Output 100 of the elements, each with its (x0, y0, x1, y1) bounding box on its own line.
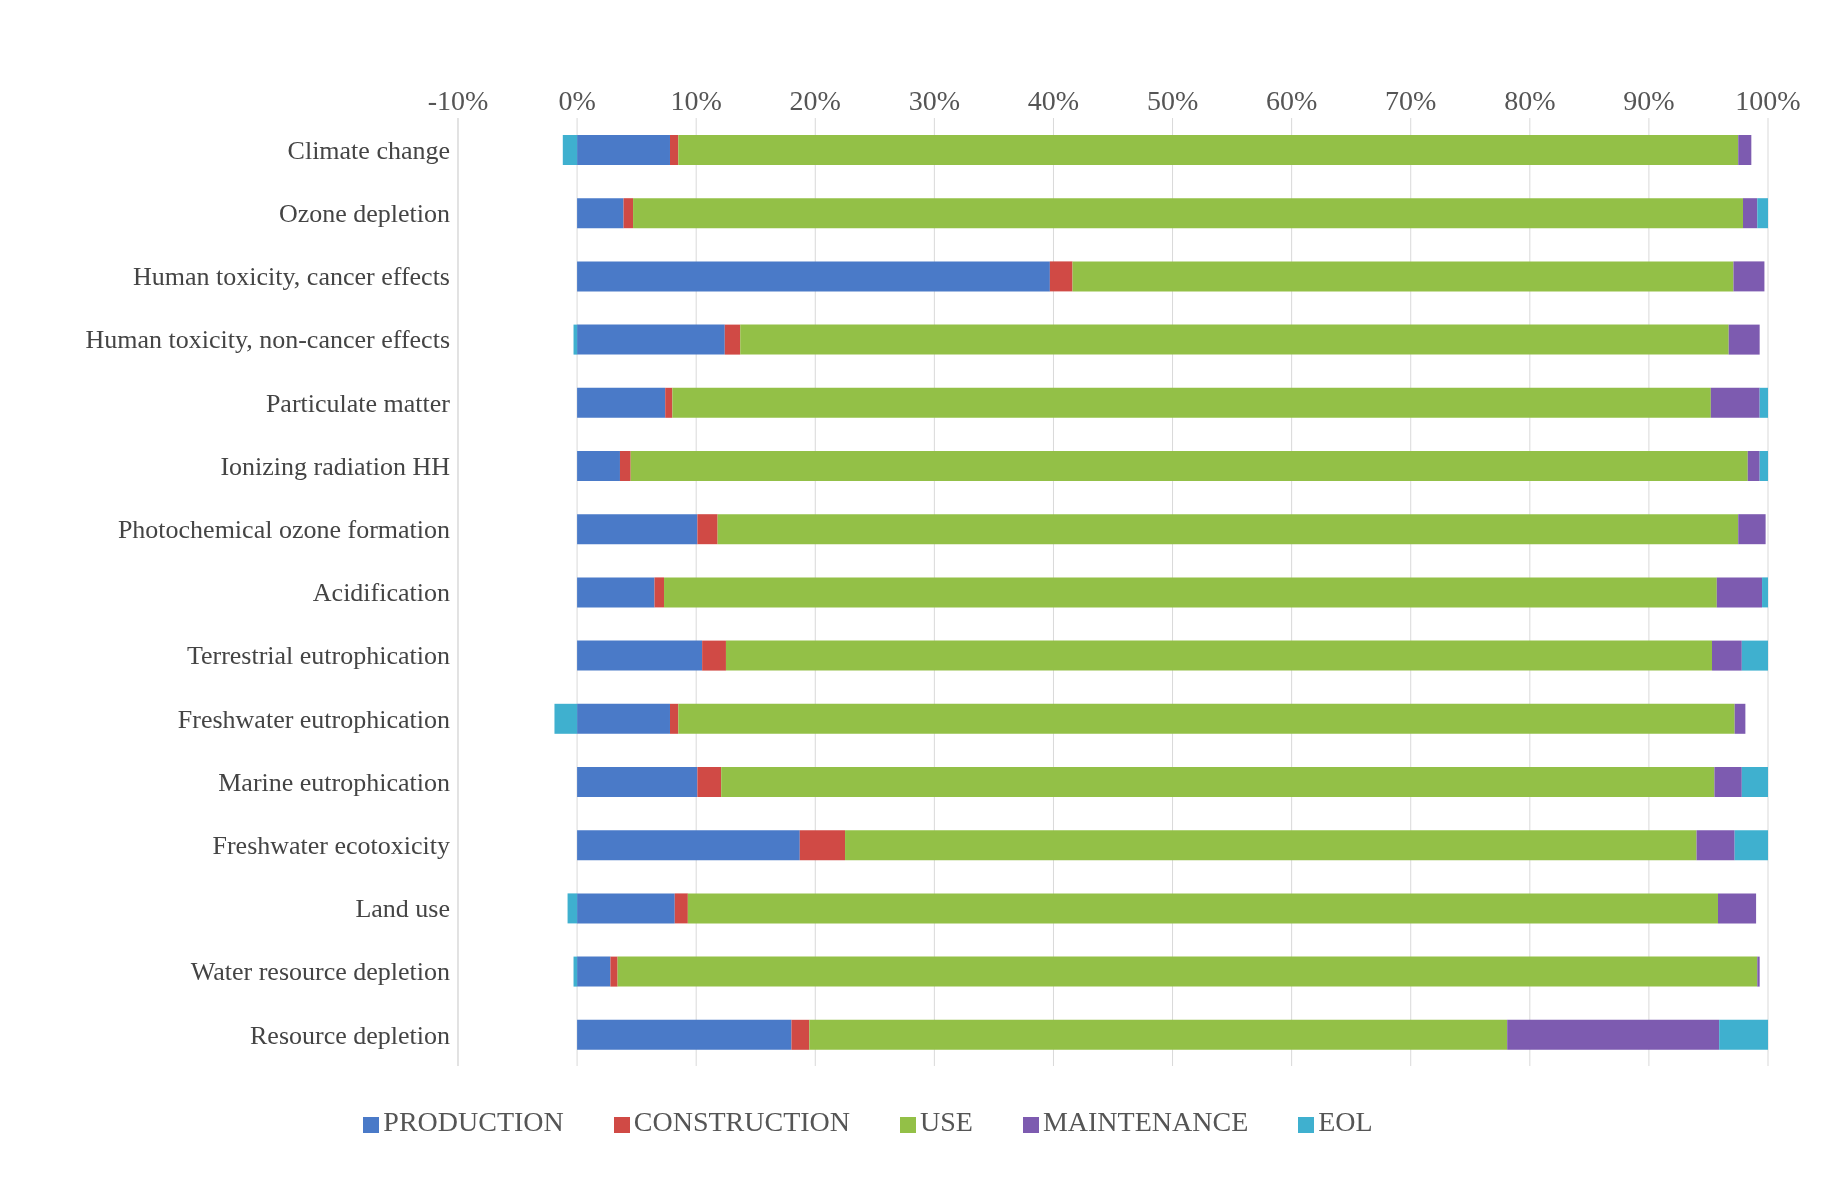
bar (791, 1019, 810, 1050)
bar (669, 703, 679, 734)
bar (619, 451, 631, 481)
bar (1747, 451, 1760, 481)
bar (1734, 830, 1768, 861)
y-tick-label: Human toxicity, cancer effects (133, 262, 450, 292)
x-tick-label: 0% (558, 85, 596, 116)
bar (577, 893, 675, 924)
bar (1049, 261, 1073, 292)
bar (1762, 577, 1768, 608)
x-tick-label: 60% (1265, 85, 1318, 116)
bar (1072, 261, 1734, 292)
bar (664, 577, 1717, 608)
x-tick-label: 80% (1504, 85, 1556, 116)
y-tick-label: Ionizing radiation HH (220, 451, 451, 481)
bar (1714, 767, 1742, 797)
bar (674, 893, 688, 924)
y-tick-label: Climate change (287, 135, 450, 165)
bar (1741, 767, 1768, 797)
bar (630, 451, 1748, 481)
bar (554, 703, 578, 734)
bar (633, 198, 1743, 229)
y-tick-label: Freshwater eutrophication (177, 704, 450, 734)
bar (1741, 640, 1768, 671)
bar (577, 135, 670, 165)
bar (1507, 1019, 1720, 1050)
bar (845, 830, 1697, 861)
bar (577, 198, 624, 229)
bar (577, 451, 620, 481)
bar (665, 387, 673, 418)
y-tick-label: Acidification (312, 578, 450, 608)
bar (1759, 451, 1768, 481)
bar (1712, 640, 1742, 671)
bar (740, 324, 1729, 355)
bar (697, 514, 718, 545)
bar (799, 830, 846, 861)
bar (577, 387, 666, 418)
bar (1734, 703, 1746, 734)
bar (577, 703, 670, 734)
bar (577, 830, 800, 861)
bar (697, 767, 722, 797)
bar (577, 640, 703, 671)
legend-label: PRODUCTION (383, 1106, 564, 1137)
x-tick-label: -10% (427, 85, 489, 116)
bar (577, 514, 698, 545)
legend-label: USE (920, 1106, 973, 1137)
bar (610, 956, 618, 987)
x-tick-label: 30% (908, 85, 961, 116)
y-tick-label: Ozone depletion (278, 199, 450, 229)
bar (702, 640, 726, 671)
y-tick-label: Particulate matter (265, 388, 451, 418)
bar (577, 956, 611, 987)
bar (577, 767, 698, 797)
legend-label: MAINTENANCE (1042, 1106, 1249, 1137)
bar (1710, 387, 1760, 418)
y-tick-label: Terrestrial eutrophication (186, 641, 450, 671)
y-tick-label: Photochemical ozone formation (117, 515, 450, 545)
bar (577, 261, 1050, 292)
y-tick-label: Resource depletion (250, 1020, 450, 1050)
bar (1738, 514, 1766, 545)
bar (1733, 261, 1765, 292)
bar (809, 1019, 1508, 1050)
bar (1738, 135, 1752, 165)
bar (567, 893, 578, 924)
x-tick-label: 100% (1735, 85, 1801, 116)
bar (1742, 198, 1758, 229)
bar (1716, 577, 1763, 608)
bar (717, 514, 1739, 545)
bar (724, 324, 741, 355)
x-tick-label: 20% (789, 85, 841, 116)
bar (654, 577, 665, 608)
x-tick-label: 90% (1623, 85, 1675, 116)
bar (577, 577, 655, 608)
bar (1757, 198, 1768, 229)
bar (669, 135, 679, 165)
y-tick-label: Water resource depletion (190, 957, 450, 987)
x-tick-label: 50% (1146, 85, 1199, 116)
bar (687, 893, 1718, 924)
legend-label: CONSTRUCTION (633, 1106, 851, 1137)
bar (623, 198, 634, 229)
bar (1717, 893, 1757, 924)
y-tick-label: Marine eutrophication (218, 767, 450, 797)
bar (1719, 1019, 1768, 1050)
y-tick-label: Land use (355, 894, 450, 924)
bar (1759, 387, 1768, 418)
legend-label: EOL (1318, 1106, 1373, 1137)
x-tick-label: 40% (1027, 85, 1080, 116)
y-tick-label: Human toxicity, non-cancer effects (85, 325, 450, 355)
bar (562, 135, 578, 165)
bar (721, 767, 1715, 797)
bar (678, 135, 1739, 165)
y-tick-label: Freshwater ecotoxicity (212, 831, 450, 861)
bar (1757, 956, 1760, 987)
bar (617, 956, 1758, 987)
bar (725, 640, 1713, 671)
bar (1728, 324, 1760, 355)
x-tick-label: 70% (1385, 85, 1437, 116)
bar (672, 387, 1711, 418)
bar (1696, 830, 1735, 861)
bar (577, 324, 725, 355)
